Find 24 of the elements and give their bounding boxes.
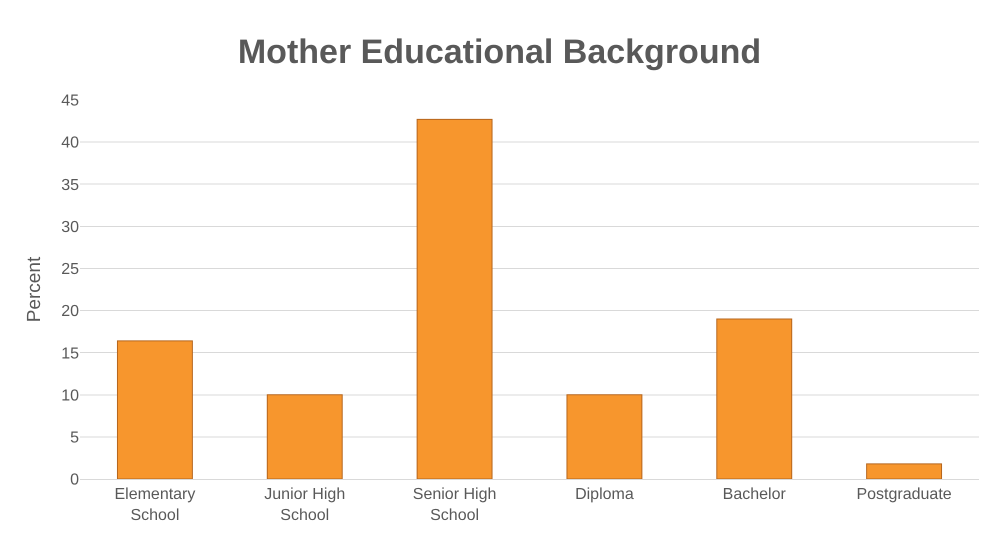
x-tick-label: Elementary School — [114, 486, 196, 524]
x-tick-label: Diploma — [575, 486, 634, 504]
y-tick-label: 0 — [70, 472, 80, 489]
bar — [566, 394, 642, 479]
bar — [266, 394, 343, 479]
bar — [716, 318, 792, 479]
chart-title: Mother Educational Background — [238, 32, 762, 71]
x-tick-label: Junior High School — [264, 486, 346, 524]
y-axis-title: Percent — [24, 256, 46, 322]
y-tick-label: 30 — [61, 218, 80, 236]
y-tick-label: 25 — [61, 261, 80, 278]
x-tick-label: Postgraduate — [856, 486, 952, 504]
y-tick-label: 5 — [70, 429, 80, 446]
y-tick-label: 20 — [61, 303, 80, 320]
y-tick-label: 15 — [61, 345, 80, 362]
bar — [416, 118, 493, 479]
y-tick-label: 45 — [61, 92, 80, 110]
y-tick-label: 10 — [61, 387, 80, 404]
y-tick-label: 35 — [61, 176, 80, 194]
x-tick-label: Senior High School — [412, 486, 496, 524]
y-tick-label: 40 — [61, 134, 80, 152]
bar — [116, 340, 193, 479]
x-tick-label: Bachelor — [722, 486, 786, 504]
bar — [866, 463, 942, 479]
